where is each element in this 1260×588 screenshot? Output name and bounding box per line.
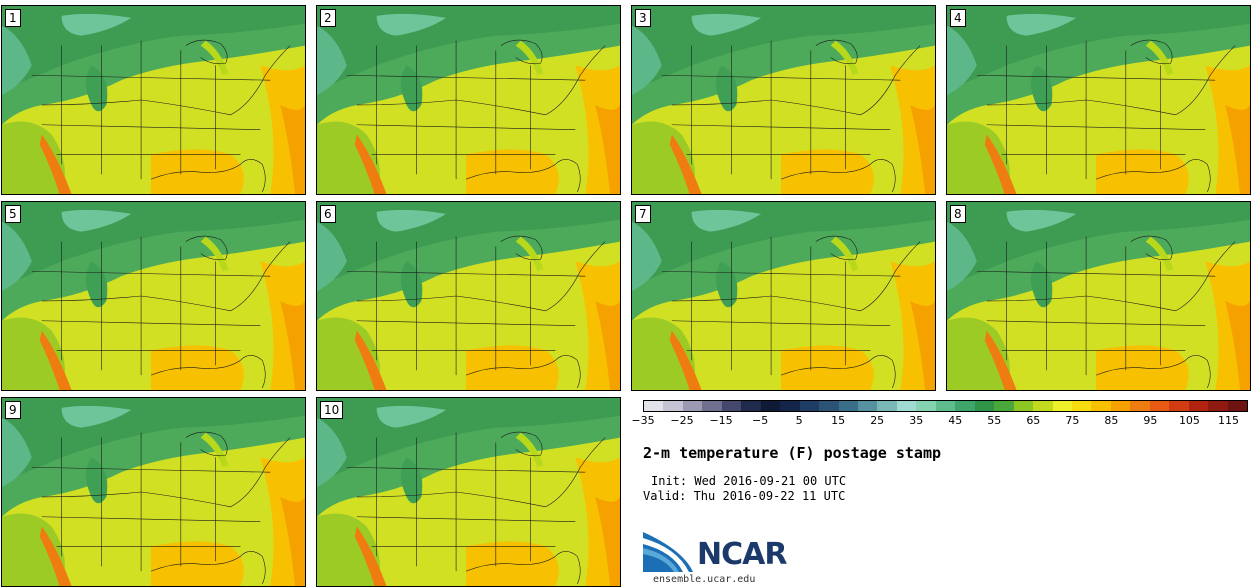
colorbar-swatch <box>780 401 800 411</box>
valid-time: Valid: Thu 2016-09-22 11 UTC <box>643 489 846 503</box>
stamp-member-label: 10 <box>320 401 344 419</box>
postage-stamp-map: 9 <box>1 397 306 587</box>
colorbar-tick-label: 35 <box>909 414 924 427</box>
colorbar-tick-label: 65 <box>1026 414 1041 427</box>
ncar-logo-icon <box>643 532 693 572</box>
postage-stamp-map: 7 <box>631 201 936 391</box>
colorbar-swatch <box>1071 401 1092 411</box>
ncar-logo-text: NCAR <box>697 537 787 572</box>
colorbar-swatch <box>1208 401 1228 411</box>
stamp-member-label: 7 <box>635 205 651 223</box>
colorbar-swatch <box>857 401 878 411</box>
colorbar-tick-label: 75 <box>1065 414 1080 427</box>
stamp-member-label: 8 <box>950 205 966 223</box>
colorbar-swatch <box>1013 401 1034 411</box>
colorbar-swatch <box>896 401 917 411</box>
colorbar-swatch <box>1110 401 1131 411</box>
postage-stamp-map: 8 <box>946 201 1251 391</box>
stamp-member-label: 9 <box>5 401 21 419</box>
stamp-member-label: 6 <box>320 205 336 223</box>
colorbar-swatch <box>994 401 1014 411</box>
colorbar-tick-label: −35 <box>631 414 655 427</box>
postage-stamp-map: 3 <box>631 5 936 195</box>
colorbar-swatch <box>916 401 936 411</box>
colorbar-swatch <box>974 401 995 411</box>
colorbar-tick-label: 115 <box>1217 414 1239 427</box>
colorbar-swatch <box>955 401 975 411</box>
colorbar-swatch <box>877 401 897 411</box>
colorbar-swatch <box>682 401 703 411</box>
colorbar-tick-label: −5 <box>751 414 769 427</box>
colorbar-swatch <box>1091 401 1111 411</box>
colorbar-swatch <box>1033 401 1053 411</box>
postage-stamp-map: 5 <box>1 201 306 391</box>
stamp-member-label: 2 <box>320 9 336 27</box>
colorbar-swatch <box>644 401 664 411</box>
colorbar-swatch <box>702 401 722 411</box>
colorbar-tick-label: 15 <box>831 414 846 427</box>
stamp-member-label: 4 <box>950 9 966 27</box>
colorbar-swatch <box>721 401 742 411</box>
postage-stamp-map: 6 <box>316 201 621 391</box>
colorbar-swatch <box>1052 401 1072 411</box>
init-time: Init: Wed 2016-09-21 00 UTC <box>651 474 847 488</box>
colorbar-swatch <box>1149 401 1170 411</box>
colorbar-swatch <box>799 401 820 411</box>
colorbar-tick-label: 5 <box>795 414 803 427</box>
colorbar-swatch <box>1169 401 1189 411</box>
stamp-member-label: 1 <box>5 9 21 27</box>
colorbar-tick-label: 55 <box>987 414 1002 427</box>
colorbar-tick-labels: −35 −25 −15 −5 5 15 25 35 45 55 65 75 85 95 105 115 <box>631 414 1248 428</box>
colorbar-tick-label: 85 <box>1104 414 1119 427</box>
colorbar-tick-label: −15 <box>709 414 733 427</box>
colorbar-swatch <box>760 401 781 411</box>
colorbar-swatch <box>1188 401 1209 411</box>
postage-stamp-map: 1 <box>1 5 306 195</box>
ensemble-url: ensemble.ucar.edu <box>653 574 756 585</box>
postage-stamp-map: 10 <box>316 397 621 587</box>
stamp-member-label: 5 <box>5 205 21 223</box>
colorbar-swatch <box>1130 401 1150 411</box>
colorbar <box>643 400 1248 412</box>
colorbar-tick-label: 105 <box>1178 414 1200 427</box>
stamp-member-label: 3 <box>635 9 651 27</box>
colorbar-swatch <box>1227 401 1248 411</box>
colorbar-tick-label: −25 <box>670 414 694 427</box>
figure-title: 2-m temperature (F) postage stamp <box>643 444 942 462</box>
colorbar-swatch <box>819 401 839 411</box>
colorbar-swatch <box>741 401 761 411</box>
colorbar-tick-label: 95 <box>1143 414 1158 427</box>
colorbar-swatch <box>838 401 858 411</box>
colorbar-tick-label: 45 <box>948 414 963 427</box>
colorbar-swatch <box>935 401 956 411</box>
postage-stamp-map: 2 <box>316 5 621 195</box>
postage-stamp-map: 4 <box>946 5 1251 195</box>
colorbar-swatch <box>663 401 683 411</box>
colorbar-tick-label: 25 <box>870 414 885 427</box>
